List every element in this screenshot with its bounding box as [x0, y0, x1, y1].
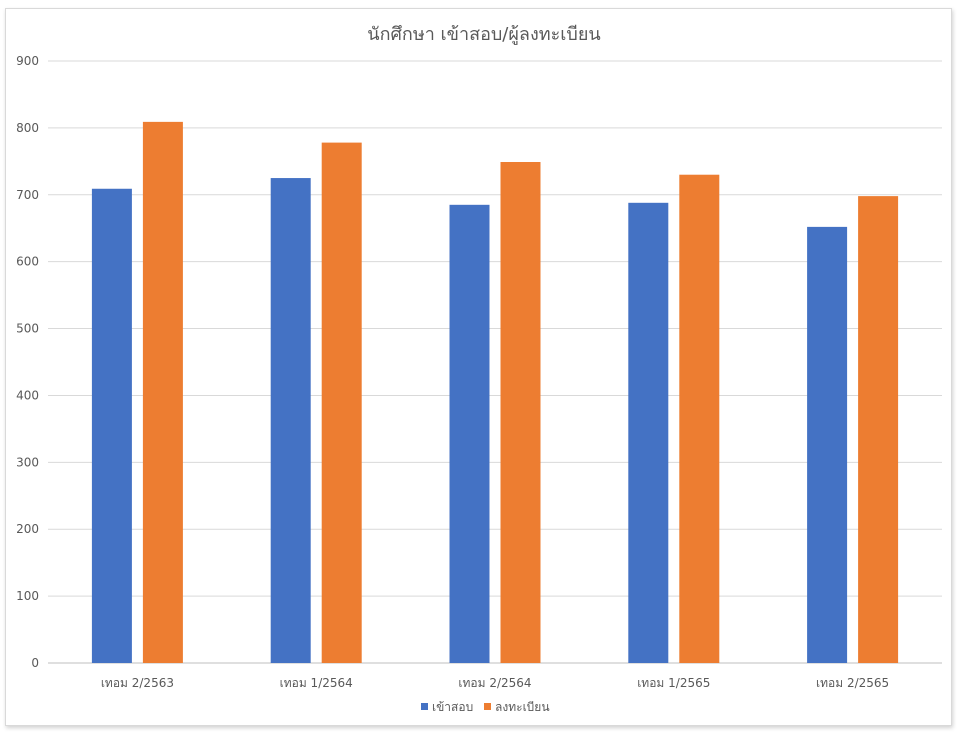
legend-label: ลงทะเบียน	[495, 700, 550, 714]
bar-exam	[449, 204, 490, 664]
y-tick-label: 600	[16, 255, 39, 269]
legend-swatch	[484, 703, 491, 710]
bar-registered	[142, 121, 183, 663]
x-axis-categories: เทอม 2/2563 เทอม 1/2564 เทอม 2/2564 เทอม 1/…	[101, 676, 889, 690]
legend-label: เข้าสอบ	[432, 700, 473, 714]
y-tick-label: 400	[16, 388, 39, 402]
y-tick-label: 800	[16, 121, 39, 135]
bars	[91, 121, 899, 664]
legend: เข้าสอบ ลงทะเบียน	[421, 700, 550, 714]
x-category-label: เทอม 2/2565	[816, 676, 889, 690]
bar-exam	[270, 178, 311, 664]
bar-registered	[679, 174, 720, 663]
x-category-label: เทอม 2/2563	[101, 676, 174, 690]
legend-swatch	[421, 703, 428, 710]
bar-registered	[500, 162, 541, 663]
chart-title: นักศึกษา เข้าสอบ/ผู้ลงทะเบียน	[367, 24, 600, 45]
y-tick-label: 200	[16, 522, 39, 536]
y-tick-label: 900	[16, 54, 39, 68]
y-tick-label: 300	[16, 455, 39, 469]
bar-exam	[91, 188, 132, 663]
y-tick-label: 100	[16, 589, 39, 603]
y-tick-label: 700	[16, 188, 39, 202]
y-tick-label: 500	[16, 322, 39, 336]
gridlines	[48, 60, 942, 664]
bar-registered	[858, 196, 899, 664]
x-category-label: เทอม 1/2564	[280, 676, 353, 690]
bar-exam	[628, 202, 669, 663]
bar-exam	[807, 226, 848, 663]
x-category-label: เทอม 1/2565	[637, 676, 710, 690]
bar-registered	[321, 142, 362, 664]
y-axis-ticks: 0 100 200 300 400 500 600 700 800 900	[16, 54, 39, 670]
y-tick-label: 0	[31, 656, 39, 670]
x-category-label: เทอม 2/2564	[458, 676, 531, 690]
